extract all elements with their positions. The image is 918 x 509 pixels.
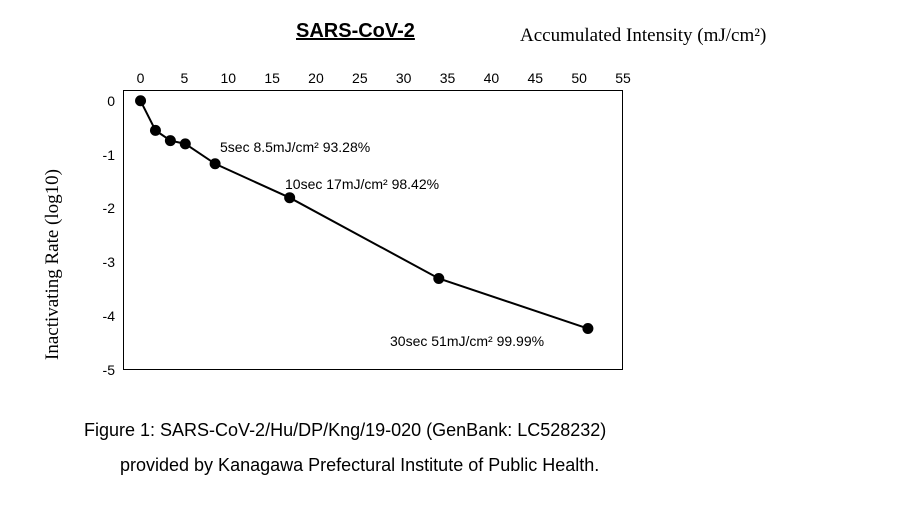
y-tick-label: -4 <box>85 308 115 324</box>
chart-annotation: 5sec 8.5mJ/cm² 93.28% <box>220 139 370 155</box>
data-marker <box>136 96 146 106</box>
x-tick-label: 55 <box>615 70 631 86</box>
x-tick-label: 10 <box>220 70 236 86</box>
data-marker <box>434 273 444 283</box>
data-marker <box>150 125 160 135</box>
y-tick-label: -1 <box>85 147 115 163</box>
x-tick-label: 0 <box>137 70 145 86</box>
caption-line2: provided by Kanagawa Prefectural Institu… <box>120 455 599 476</box>
x-tick-label: 15 <box>264 70 280 86</box>
y-tick-label: -3 <box>85 254 115 270</box>
x-tick-label: 45 <box>527 70 543 86</box>
x-tick-label: 50 <box>571 70 587 86</box>
chart-annotation: 10sec 17mJ/cm² 98.42% <box>285 176 439 192</box>
data-marker <box>165 136 175 146</box>
x-tick-label: 25 <box>352 70 368 86</box>
x-tick-label: 20 <box>308 70 324 86</box>
data-marker <box>180 139 190 149</box>
x-tick-label: 30 <box>396 70 412 86</box>
y-tick-label: 0 <box>85 93 115 109</box>
chart-annotation: 30sec 51mJ/cm² 99.99% <box>390 333 544 349</box>
data-marker <box>285 193 295 203</box>
data-marker <box>210 159 220 169</box>
x-tick-label: 5 <box>180 70 188 86</box>
y-tick-label: -5 <box>85 362 115 378</box>
data-marker <box>583 324 593 334</box>
caption-line1: Figure 1: SARS-CoV-2/Hu/DP/Kng/19-020 (G… <box>84 420 606 441</box>
x-tick-label: 40 <box>484 70 500 86</box>
y-tick-label: -2 <box>85 200 115 216</box>
x-tick-label: 35 <box>440 70 456 86</box>
series-line <box>141 101 588 329</box>
